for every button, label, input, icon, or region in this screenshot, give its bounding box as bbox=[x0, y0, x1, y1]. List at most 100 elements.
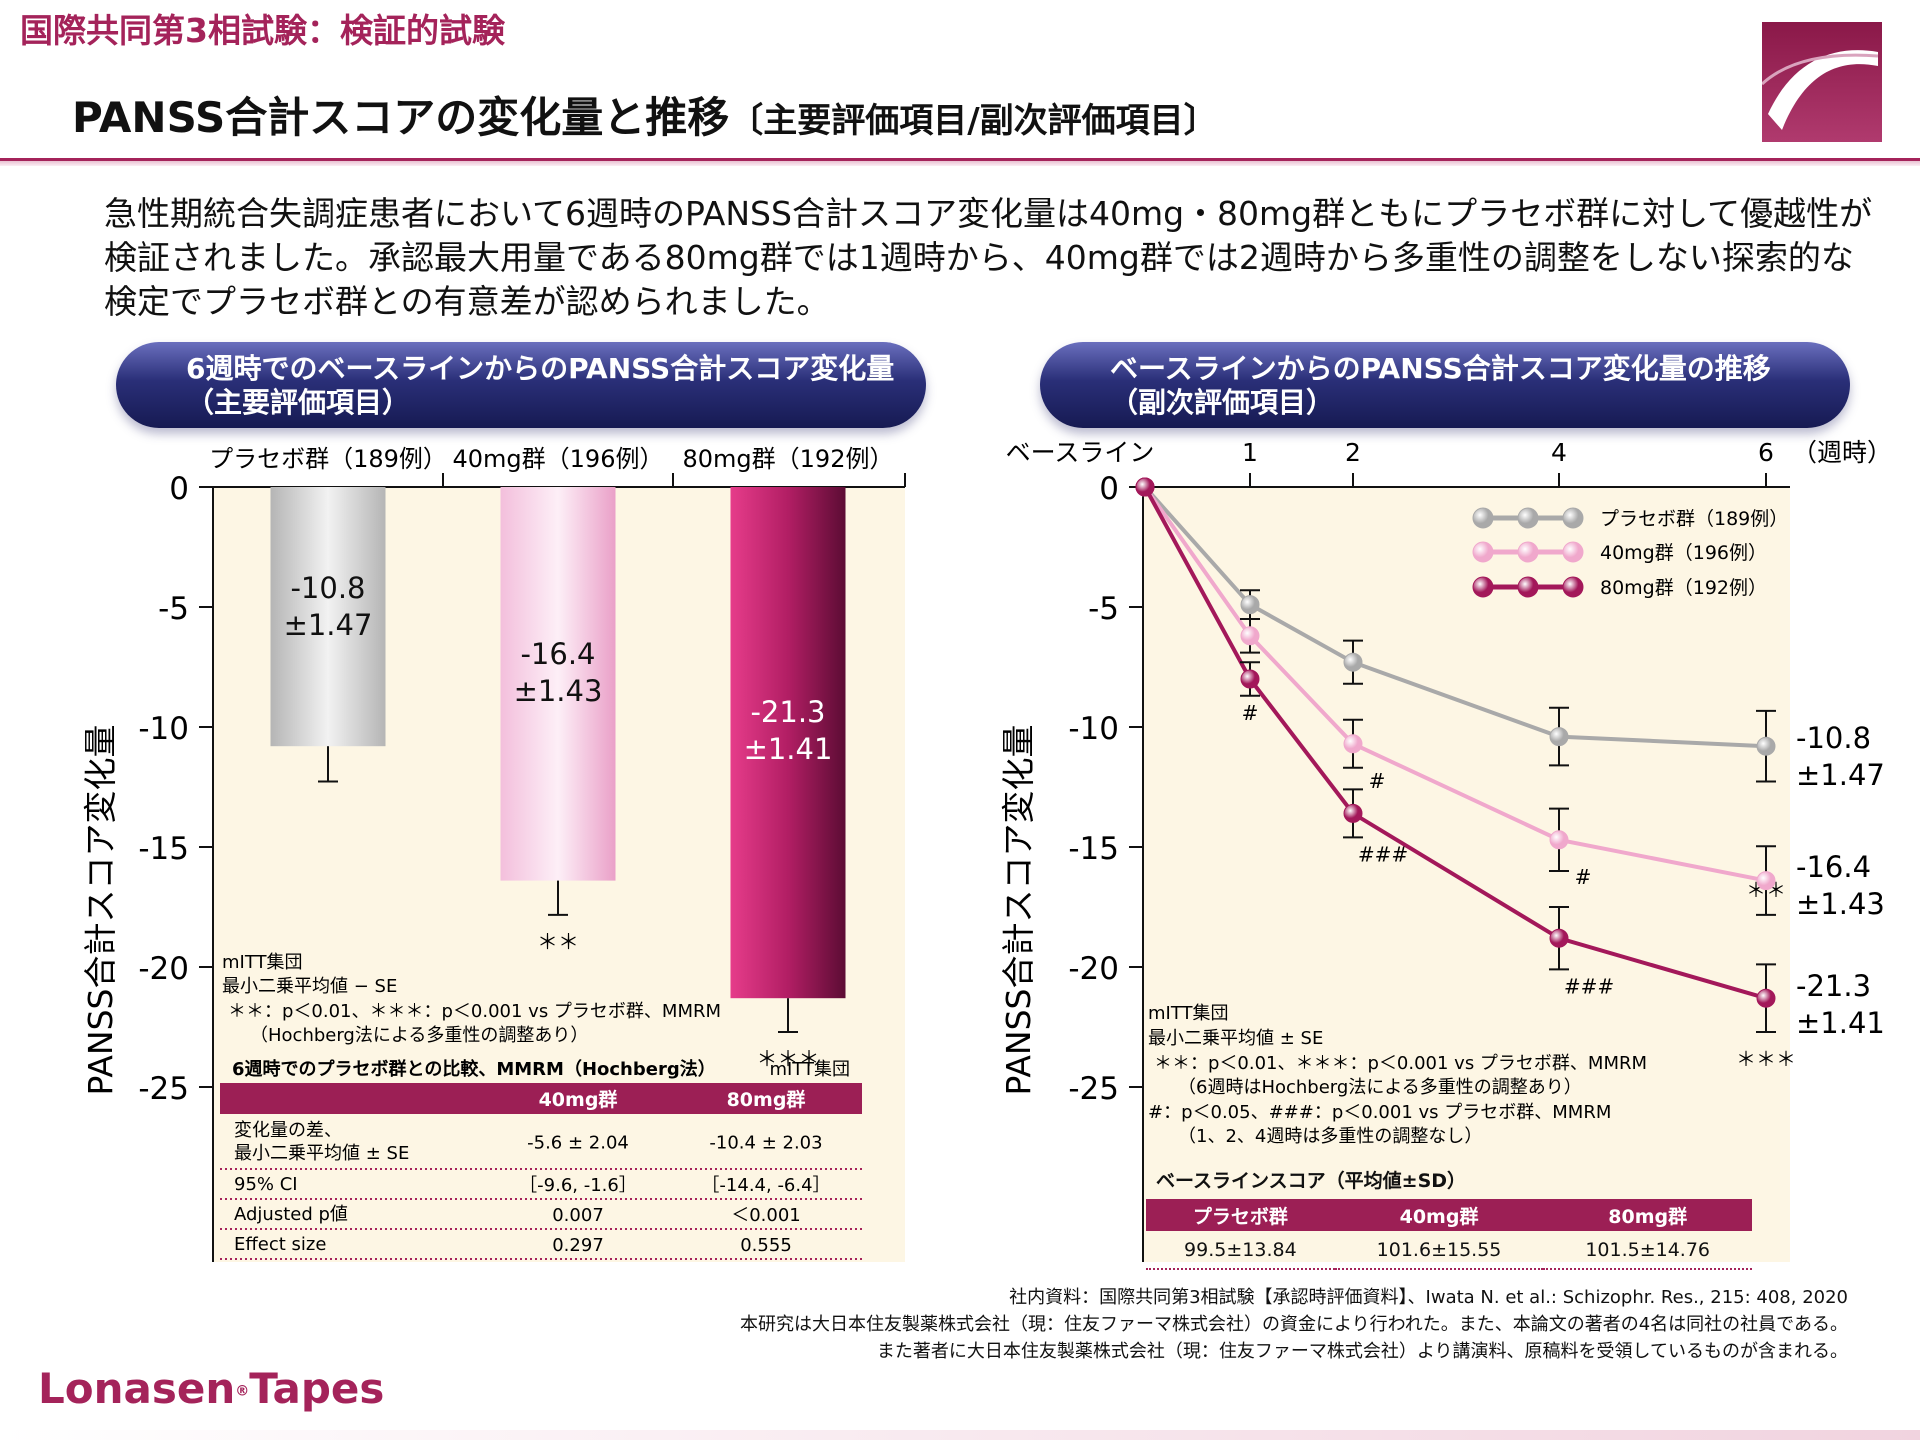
table-cell: 101.5±14.76 bbox=[1543, 1231, 1752, 1270]
legend-marker bbox=[1517, 576, 1539, 598]
series-marker bbox=[1135, 477, 1155, 497]
legend-marker bbox=[1517, 541, 1539, 563]
note-line: mITT集団 bbox=[222, 952, 303, 973]
brand-wordmark: Lonasen®Tapes bbox=[38, 1364, 384, 1413]
significance-mark: ＊＊ bbox=[537, 930, 579, 954]
table-row-label: Effect size bbox=[234, 1234, 326, 1255]
table-row-label: 変化量の差、 bbox=[234, 1120, 342, 1141]
note-line: （Hochberg法による多重性の調整あり） bbox=[250, 1025, 588, 1046]
bar-value-label: -10.8 bbox=[290, 571, 365, 605]
baseline-table-header: プラセボ群 40mg群 80mg群 bbox=[1146, 1199, 1752, 1231]
title-main: PANSS合計スコアの変化量と推移 bbox=[72, 93, 730, 142]
significance-mark: # bbox=[1369, 769, 1386, 793]
bar-value-label: ±1.41 bbox=[744, 732, 833, 766]
table-header-cell: 80mg群 bbox=[1543, 1199, 1752, 1231]
baseline-table: プラセボ群 40mg群 80mg群 99.5±13.84 101.6±15.55… bbox=[1146, 1199, 1752, 1270]
baseline-table-block: ベースラインスコア（平均値±SD） プラセボ群 40mg群 80mg群 99.5… bbox=[1070, 1166, 1770, 1270]
significance-mark: ### bbox=[1358, 842, 1408, 866]
left-panel-header: 6週時でのベースラインからのPANSS合計スコア変化量 （主要評価項目） bbox=[116, 342, 926, 428]
page-title: PANSS合計スコアの変化量と推移〔主要評価項目/副次評価項目〕 bbox=[72, 84, 1218, 145]
x-tick-label: 6 bbox=[1758, 438, 1774, 467]
table-cell: ［-14.4, -6.4］ bbox=[701, 1175, 830, 1196]
summary-text: 急性期統合失調症患者において6週時のPANSS合計スコア変化量は40mg・80m… bbox=[104, 194, 1873, 321]
y-tick-label: -25 bbox=[1068, 1071, 1119, 1107]
note-line: ＊＊：p＜0.01、＊＊＊：p＜0.001 vs プラセボ群、MMRM bbox=[228, 1001, 721, 1022]
table-cell: 0.007 bbox=[552, 1205, 604, 1226]
header-rule bbox=[0, 158, 1920, 166]
significance-mark: ＊＊＊ bbox=[1736, 1047, 1796, 1071]
series-marker bbox=[1549, 830, 1569, 850]
table-row-label: Adjusted p値 bbox=[234, 1204, 348, 1225]
y-tick-label: -15 bbox=[138, 831, 189, 867]
significance-mark: ### bbox=[1564, 974, 1614, 998]
supertitle: 国際共同第3相試験：検証的試験 bbox=[20, 11, 505, 50]
series-marker bbox=[1756, 871, 1776, 891]
legend-label: プラセボ群（189例） bbox=[1600, 508, 1788, 530]
note-line: （6週時はHochberg法による多重性の調整あり） bbox=[1178, 1077, 1582, 1098]
y-tick-label: -5 bbox=[1088, 591, 1119, 627]
series-marker bbox=[1343, 652, 1363, 672]
title-suffix: 〔主要評価項目/副次評価項目〕 bbox=[729, 101, 1218, 141]
note-line: 最小二乗平均値 − SE bbox=[222, 976, 397, 997]
note-line: mITT集団 bbox=[1148, 1003, 1229, 1024]
brand-name-2: Tapes bbox=[249, 1364, 385, 1413]
table-cell: 0.555 bbox=[740, 1235, 792, 1256]
note-line: 最小二乗平均値 ± SE bbox=[1148, 1028, 1323, 1049]
end-value-label: ±1.41 bbox=[1796, 1006, 1885, 1040]
baseline-table-title: ベースラインスコア（平均値±SD） bbox=[1156, 1170, 1467, 1192]
x-category-label: 40mg群（196例） bbox=[453, 445, 664, 473]
y-tick-label: -20 bbox=[1068, 951, 1119, 987]
table-title: 6週時でのプラセボ群との比較、MMRM（Hochberg法） bbox=[232, 1058, 716, 1080]
x-tick-label: 4 bbox=[1551, 438, 1567, 467]
table-cell: 0.297 bbox=[552, 1235, 604, 1256]
series-marker bbox=[1549, 727, 1569, 747]
x-category-label: プラセボ群（189例） bbox=[209, 445, 447, 473]
table-header-cell: 40mg群 bbox=[1334, 1199, 1544, 1231]
table-cell: ＜0.001 bbox=[731, 1205, 801, 1226]
series-marker bbox=[1343, 734, 1363, 754]
table-row: 99.5±13.84 101.6±15.55 101.5±14.76 bbox=[1146, 1231, 1752, 1270]
y-tick-label: 0 bbox=[169, 471, 189, 507]
footnote-line: また著者に大日本住友製薬株式会社（現：住友ファーマ株式会社）より講演料、原稿料を… bbox=[876, 1341, 1848, 1362]
legend-marker bbox=[1562, 541, 1584, 563]
right-panel-header: ベースラインからのPANSS合計スコア変化量の推移 （副次評価項目） bbox=[1040, 342, 1850, 428]
table-header-bg bbox=[220, 1083, 862, 1114]
y-tick-label: -10 bbox=[138, 711, 189, 747]
table-cell: -5.6 ± 2.04 bbox=[527, 1133, 629, 1154]
left-panel-header-line1: 6週時でのベースラインからのPANSS合計スコア変化量 bbox=[186, 352, 895, 385]
end-value-label: -10.8 bbox=[1796, 721, 1871, 755]
series-marker bbox=[1756, 988, 1776, 1008]
brand-name: Lonasen bbox=[38, 1364, 236, 1413]
bar-value-label: ±1.47 bbox=[284, 608, 373, 642]
table-cell: ［-9.6, -1.6］ bbox=[519, 1175, 637, 1196]
left-panel-header-line2: （主要評価項目） bbox=[186, 386, 411, 419]
table-cell: -10.4 ± 2.03 bbox=[709, 1133, 822, 1154]
y-tick-label: -25 bbox=[138, 1071, 189, 1107]
table-header-cell: プラセボ群 bbox=[1146, 1199, 1335, 1231]
x-category-label: 80mg群（192例） bbox=[683, 445, 894, 473]
x-tick-label: 2 bbox=[1345, 438, 1361, 467]
legend-marker bbox=[1562, 507, 1584, 529]
bar bbox=[270, 487, 386, 747]
y-tick-label: -15 bbox=[1068, 831, 1119, 867]
series-marker bbox=[1240, 669, 1260, 689]
legend-marker bbox=[1562, 576, 1584, 598]
legend-label: 40mg群（196例） bbox=[1600, 542, 1767, 564]
x-unit-label: （週時） bbox=[1792, 438, 1892, 467]
end-value-label: -16.4 bbox=[1796, 850, 1871, 884]
note-line: （1、2、4週時は多重性の調整なし） bbox=[1178, 1126, 1482, 1147]
significance-mark: # bbox=[1575, 865, 1592, 889]
line-chart: 0 -5 -10 -15 -20 -25 PANSS合計スコア変化量 ベースライン 1 2 4 6 （週… bbox=[999, 438, 1892, 1262]
bar-value-label: -16.4 bbox=[520, 637, 595, 671]
y-tick-label: -10 bbox=[1068, 711, 1119, 747]
significance-mark: # bbox=[1242, 701, 1259, 725]
note-line: ＊＊：p＜0.01、＊＊＊：p＜0.001 vs プラセボ群、MMRM bbox=[1154, 1053, 1647, 1074]
series-marker bbox=[1549, 928, 1569, 948]
table-row-label: 95% CI bbox=[234, 1174, 298, 1195]
table-header-cell: 40mg群 bbox=[539, 1088, 618, 1111]
bar-value-label: -21.3 bbox=[750, 695, 825, 729]
x-tick-label: 1 bbox=[1242, 438, 1258, 467]
y-axis-label: PANSS合計スコア変化量 bbox=[81, 725, 120, 1096]
note-line: #：p＜0.05、###：p＜0.001 vs プラセボ群、MMRM bbox=[1148, 1102, 1611, 1123]
end-value-label: ±1.47 bbox=[1796, 758, 1885, 792]
